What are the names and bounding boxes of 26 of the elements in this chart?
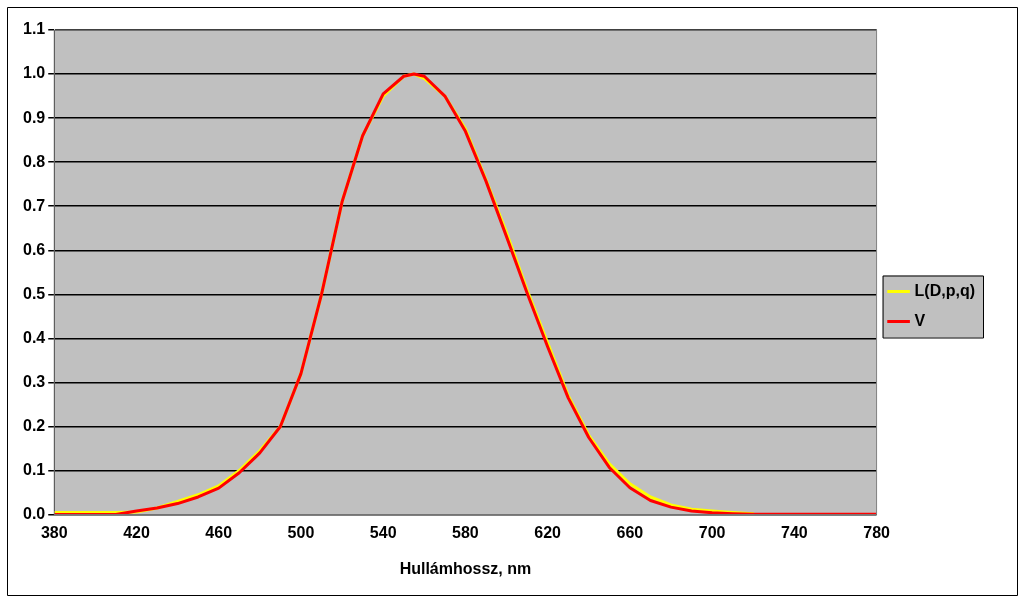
x-tick-label: 580 [452,523,479,541]
x-tick-label: 380 [40,523,68,541]
x-tick-label: 420 [123,523,150,541]
x-tick-label: 620 [534,523,562,541]
y-tick-label: 0.3 [22,372,46,390]
x-tick-label: 700 [698,523,726,541]
y-tick-label: 0.5 [22,284,46,302]
y-tick-label: 0.9 [22,108,46,126]
y-tick-label: 1.1 [22,20,46,38]
x-tick-label: 460 [205,523,233,541]
y-tick-label: 0.0 [22,505,46,523]
legend-label: V [914,311,926,329]
y-tick-label: 0.7 [22,196,46,214]
y-tick-label: 0.4 [22,328,46,346]
y-tick-label: 0.6 [22,240,46,258]
x-tick-label: 500 [287,523,315,541]
y-tick-label: 1.0 [22,64,46,82]
legend-label: L(D,p,q) [914,281,975,299]
y-tick-label: 0.1 [22,460,46,478]
y-tick-label: 0.2 [22,416,46,434]
x-axis-title: Hullámhossz, nm [399,559,532,577]
x-tick-label: 780 [863,523,891,541]
y-tick-label: 0.8 [22,152,46,170]
x-tick-label: 540 [369,523,397,541]
x-tick-label: 660 [616,523,644,541]
x-tick-label: 740 [780,523,808,541]
